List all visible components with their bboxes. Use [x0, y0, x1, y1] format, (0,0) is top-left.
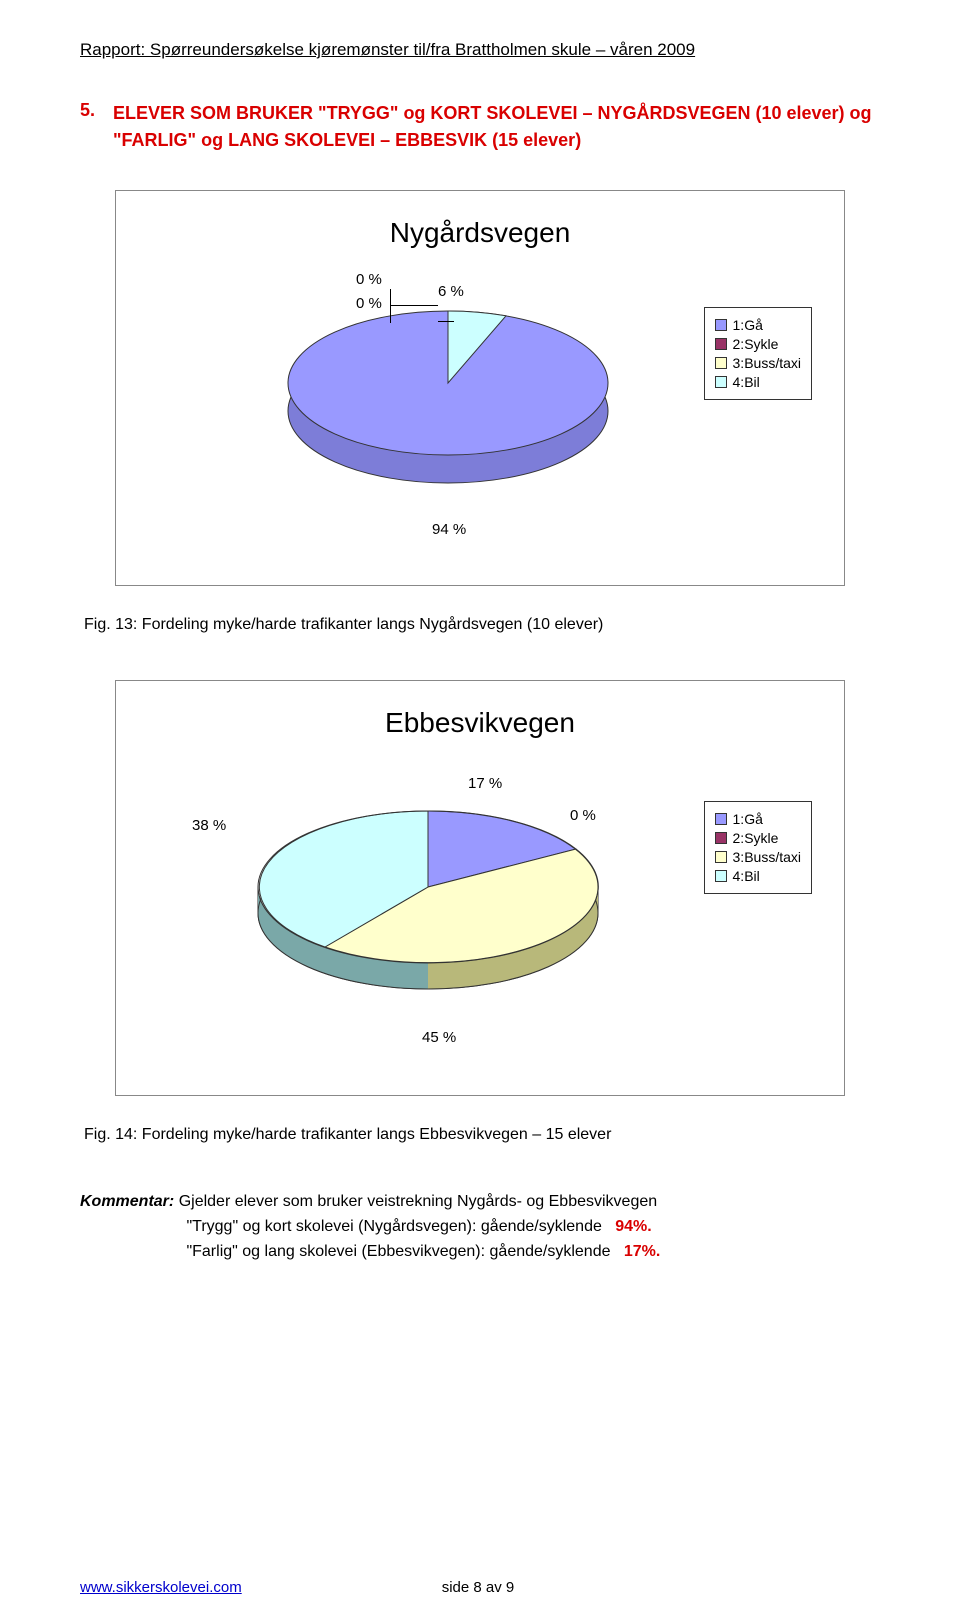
swatch-sykle-icon: [715, 338, 727, 350]
swatch-bil-icon: [715, 870, 727, 882]
chart2-label-17: 17 %: [468, 775, 502, 792]
comment-block: Kommentar: Gjelder elever som bruker vei…: [80, 1190, 880, 1264]
comment-line1: Gjelder elever som bruker veistrekning N…: [179, 1193, 657, 1210]
swatch-ga-icon: [715, 813, 727, 825]
legend-label: 3:Buss/taxi: [733, 355, 801, 371]
legend-label: 4:Bil: [733, 868, 760, 884]
footer-page: side 8 av 9: [442, 1579, 515, 1596]
section-number: 5.: [80, 100, 95, 154]
pie1-svg: [278, 301, 618, 501]
swatch-buss-icon: [715, 357, 727, 369]
chart1-title: Nygårdsvegen: [138, 217, 822, 249]
chart1-legend: 1:Gå 2:Sykle 3:Buss/taxi 4:Bil: [704, 307, 812, 400]
comment-line2: "Trygg" og kort skolevei (Nygårdsvegen):…: [186, 1218, 601, 1235]
comment-pct-94: 94%.: [615, 1218, 651, 1235]
swatch-sykle-icon: [715, 832, 727, 844]
comment-pct-17: 17%.: [624, 1243, 660, 1260]
chart2-label-38: 38 %: [192, 817, 226, 834]
swatch-buss-icon: [715, 851, 727, 863]
swatch-bil-icon: [715, 376, 727, 388]
page-footer: www.sikkerskolevei.com side 8 av 9: [80, 1579, 880, 1596]
comment-lead: Kommentar:: [80, 1193, 174, 1210]
report-header: Rapport: Spørreundersøkelse kjøremønster…: [80, 40, 880, 60]
section-text: ELEVER SOM BRUKER "TRYGG" og KORT SKOLEV…: [113, 100, 880, 154]
caption-fig14: Fig. 14: Fordeling myke/harde trafikante…: [84, 1126, 880, 1144]
chart2-title: Ebbesvikvegen: [138, 707, 822, 739]
legend-label: 2:Sykle: [733, 830, 779, 846]
pie2-svg: [248, 801, 608, 1011]
caption-fig13: Fig. 13: Fordeling myke/harde trafikante…: [84, 616, 880, 634]
legend-label: 4:Bil: [733, 374, 760, 390]
legend-label: 1:Gå: [733, 317, 763, 333]
chart2-label-45: 45 %: [422, 1029, 456, 1046]
section-heading: 5. ELEVER SOM BRUKER "TRYGG" og KORT SKO…: [80, 100, 880, 154]
legend-label: 3:Buss/taxi: [733, 849, 801, 865]
chart1-label-0a: 0 %: [356, 271, 382, 288]
chart2-legend: 1:Gå 2:Sykle 3:Buss/taxi 4:Bil: [704, 801, 812, 894]
chart2-label-0: 0 %: [570, 807, 596, 824]
comment-line3: "Farlig" og lang skolevei (Ebbesvikvegen…: [186, 1243, 610, 1260]
chart1-label-6: 6 %: [438, 283, 464, 300]
footer-url[interactable]: www.sikkerskolevei.com: [80, 1579, 242, 1596]
chart1-label-94: 94 %: [432, 521, 466, 538]
swatch-ga-icon: [715, 319, 727, 331]
chart-ebbesvikvegen: Ebbesvikvegen 17 % 0 %: [115, 680, 845, 1096]
legend-label: 1:Gå: [733, 811, 763, 827]
legend-label: 2:Sykle: [733, 336, 779, 352]
chart1-label-0b: 0 %: [356, 295, 382, 312]
chart-nygardsvegen: Nygårdsvegen 0 % 0 % 6 % 94 % 1:Gå 2:Syk: [115, 190, 845, 586]
